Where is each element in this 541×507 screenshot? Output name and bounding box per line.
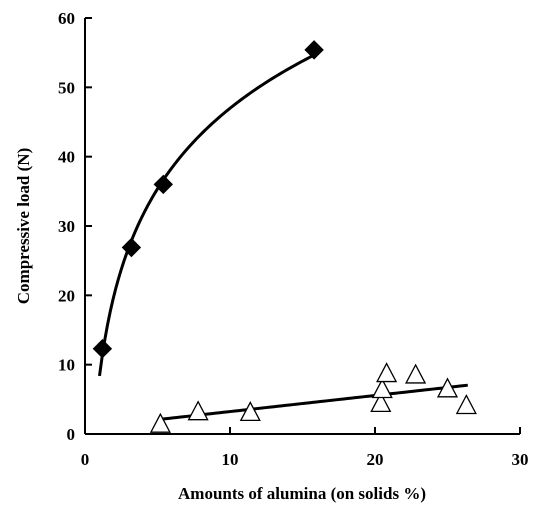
y-tick-label: 0 <box>67 425 76 444</box>
y-tick-label: 20 <box>58 286 75 305</box>
y-tick-label: 50 <box>58 78 75 97</box>
y-tick-label: 60 <box>58 9 75 28</box>
triangle-point <box>455 394 477 415</box>
y-tick-label: 40 <box>58 148 75 167</box>
triangle-point <box>405 363 427 384</box>
triangle-point <box>436 377 459 398</box>
y-ticks: 0 10 20 30 40 50 60 <box>58 9 92 444</box>
y-tick-label: 30 <box>58 217 75 236</box>
triangle-point <box>239 401 261 422</box>
triangle-point <box>149 412 171 433</box>
x-tick-label: 20 <box>367 450 384 469</box>
triangle-point <box>371 378 393 399</box>
x-axis-title: Amounts of alumina (on solids %) <box>178 484 426 503</box>
diamond-point <box>304 40 324 60</box>
trend-line-1 <box>98 53 315 377</box>
x-tick-label: 30 <box>512 450 529 469</box>
data-points <box>92 40 477 433</box>
diamond-point <box>121 237 142 258</box>
trend-line-2 <box>157 383 468 422</box>
x-tick-label: 0 <box>81 450 90 469</box>
triangle-point <box>187 400 209 421</box>
x-tick-label: 10 <box>222 450 239 469</box>
trend-lines <box>98 53 468 422</box>
triangle-point <box>370 391 392 413</box>
triangle-point <box>376 362 398 383</box>
diamond-point <box>153 174 174 195</box>
y-axis-title: Compressive load (N) <box>14 148 33 304</box>
diamond-point <box>92 339 113 359</box>
axes <box>84 18 520 435</box>
x-ticks: 0 10 20 30 <box>81 427 529 469</box>
y-tick-label: 10 <box>58 356 75 375</box>
